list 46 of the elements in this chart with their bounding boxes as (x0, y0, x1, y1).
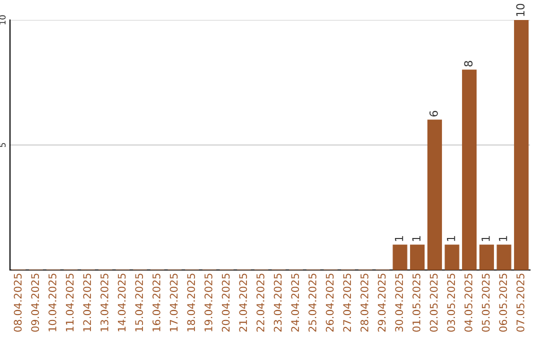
x-tick-label: 04.05.2025 (464, 274, 472, 332)
data-label: 1 (394, 236, 404, 241)
x-tick-label: 19.04.2025 (204, 274, 212, 332)
x-tick-label: 30.04.2025 (395, 274, 404, 332)
bar (392, 244, 408, 270)
x-tick-label: 22.04.2025 (256, 274, 264, 332)
x-tick-label: 21.04.2025 (239, 274, 248, 332)
bar (479, 244, 494, 270)
x-tick-label: 18.04.2025 (187, 274, 196, 332)
x-tick-label: 24.04.2025 (291, 274, 300, 332)
x-tick-label: 13.04.2025 (100, 274, 108, 332)
x-tick-label: 23.04.2025 (274, 274, 282, 332)
x-tick-label: 05.05.2025 (482, 274, 490, 332)
data-label: 1 (446, 236, 456, 241)
x-tick-label: 29.04.2025 (378, 274, 386, 332)
data-label: 1 (498, 236, 508, 241)
x-tick-label: 07.05.2025 (516, 274, 524, 332)
bar (444, 244, 460, 270)
x-tick-label: 06.05.2025 (499, 274, 508, 332)
x-tick-label: 17.04.2025 (170, 274, 178, 332)
x-tick-label: 09.04.2025 (31, 274, 40, 332)
x-tick-label: 28.04.2025 (360, 274, 368, 332)
data-label: 6 (429, 110, 438, 116)
x-tick-label: 20.04.2025 (222, 274, 230, 332)
x-tick-label: 08.04.2025 (14, 274, 22, 332)
x-tick-label: 25.04.2025 (308, 274, 316, 332)
x-tick-label: 11.04.2025 (66, 274, 74, 332)
x-tick-label: 03.05.2025 (447, 274, 456, 332)
x-tick-label: 12.04.2025 (83, 274, 92, 332)
bar (514, 20, 529, 270)
data-label: 8 (464, 60, 473, 66)
x-tick-label: 02.05.2025 (430, 274, 438, 332)
bar (496, 244, 512, 270)
bar (462, 70, 477, 270)
bar (427, 120, 442, 270)
x-tick-label: 10.04.2025 (48, 274, 56, 332)
data-label: 1 (412, 236, 420, 241)
data-label: 10 (516, 4, 525, 16)
x-tick-label: 27.04.2025 (343, 274, 352, 332)
x-tick-label: 15.04.2025 (135, 274, 144, 332)
x-tick-label: 16.04.2025 (152, 274, 160, 332)
data-label: 1 (482, 236, 490, 241)
bar (410, 244, 425, 270)
x-tick-label: 14.04.2025 (118, 274, 126, 332)
x-tick-label: 26.04.2025 (326, 274, 334, 332)
x-tick-label: 01.05.2025 (412, 274, 420, 332)
